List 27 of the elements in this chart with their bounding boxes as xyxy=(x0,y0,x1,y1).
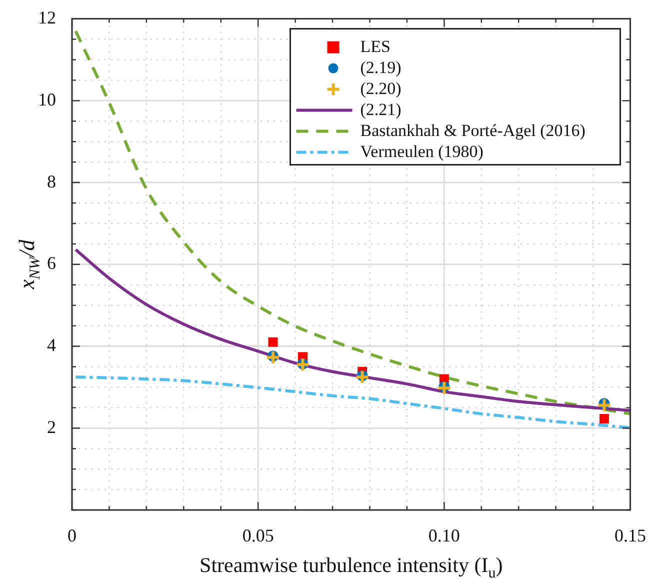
legend-label: LES xyxy=(360,36,390,56)
x-tick-label: 0.15 xyxy=(614,526,646,546)
point xyxy=(599,414,609,424)
y-tick-label: 10 xyxy=(38,89,56,110)
legend-label: Vermeulen (1980) xyxy=(360,142,484,161)
legend-label: (2.21) xyxy=(360,100,402,119)
point xyxy=(596,398,612,413)
line-series xyxy=(74,30,630,416)
point xyxy=(354,369,370,384)
line-series xyxy=(74,248,630,412)
y-axis-title: xNW/d xyxy=(14,238,44,290)
y-tick-label: 4 xyxy=(47,335,56,355)
x-tick-label: 0.10 xyxy=(428,526,460,546)
y-tick-label: 6 xyxy=(47,253,56,274)
legend-label: (2.19) xyxy=(360,58,402,77)
point xyxy=(295,357,310,372)
legend-label: Bastankhah & Porté-Agel (2016) xyxy=(360,120,586,140)
x-tick-label: 0.05 xyxy=(242,526,274,546)
point xyxy=(268,337,278,347)
point xyxy=(436,380,452,396)
y-tick-label: 2 xyxy=(47,416,56,437)
y-tick-label: 8 xyxy=(47,171,56,192)
y-tick-label: 12 xyxy=(38,8,56,28)
x-tick-label: 0 xyxy=(68,526,76,546)
point xyxy=(265,350,280,365)
line-series xyxy=(74,375,630,430)
legend-label: (2.20) xyxy=(360,78,402,98)
